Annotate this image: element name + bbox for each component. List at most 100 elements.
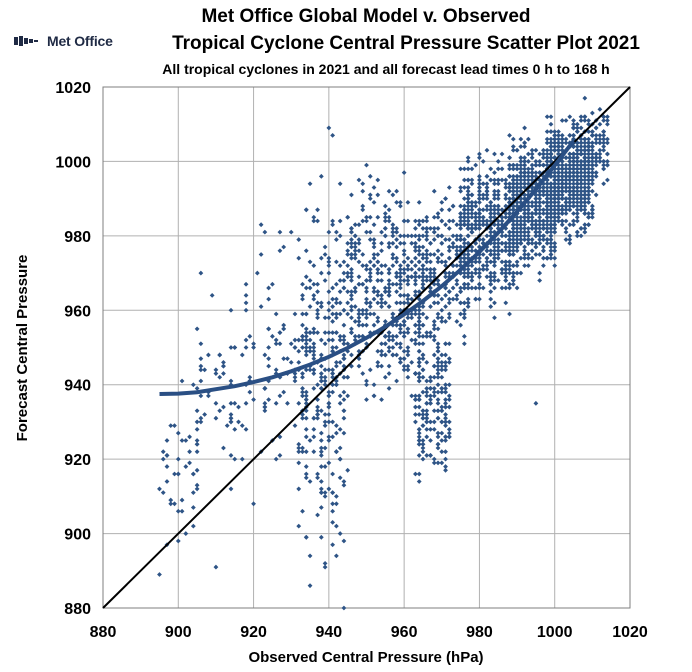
scatter-point	[386, 240, 392, 246]
scatter-point	[337, 445, 343, 451]
scatter-point	[514, 229, 520, 235]
scatter-point	[172, 471, 177, 477]
scatter-point	[461, 177, 467, 183]
scatter-point	[269, 281, 275, 287]
scatter-point	[420, 270, 426, 276]
scatter-point	[552, 255, 558, 261]
scatter-point	[228, 419, 234, 425]
scatter-point	[401, 218, 407, 224]
scatter-point	[345, 240, 351, 246]
scatter-point	[273, 367, 279, 373]
scatter-point	[559, 170, 565, 175]
scatter-point	[552, 207, 558, 213]
scatter-point	[522, 166, 527, 172]
scatter-point	[382, 226, 388, 231]
scatter-point	[571, 177, 576, 183]
scatter-point	[582, 199, 588, 205]
scatter-point	[503, 233, 509, 239]
scatter-point	[337, 400, 343, 406]
scatter-point	[510, 229, 516, 235]
scatter-point	[582, 226, 588, 231]
scatter-point	[443, 419, 448, 425]
scatter-point	[574, 177, 580, 183]
scatter-point	[322, 330, 328, 336]
scatter-point	[454, 278, 460, 283]
scatter-point	[507, 285, 512, 291]
scatter-point	[556, 170, 561, 175]
scatter-point	[458, 311, 464, 317]
scatter-point	[379, 270, 384, 276]
scatter-point	[465, 266, 471, 272]
scatter-point	[401, 330, 407, 336]
scatter-point	[401, 367, 407, 373]
scatter-point	[326, 229, 332, 235]
scatter-point	[473, 270, 479, 276]
scatter-point	[435, 211, 441, 216]
scatter-point	[439, 199, 445, 205]
scatter-point	[578, 125, 584, 131]
scatter-point	[522, 125, 527, 131]
scatter-point	[578, 188, 584, 194]
scatter-point	[484, 259, 490, 265]
scatter-point	[330, 434, 336, 440]
scatter-point	[311, 293, 317, 298]
scatter-point	[420, 415, 426, 421]
scatter-point	[360, 188, 366, 194]
scatter-point	[303, 333, 309, 339]
scatter-point	[428, 259, 433, 265]
scatter-point	[300, 393, 305, 399]
scatter-point	[277, 453, 283, 458]
scatter-point	[394, 229, 400, 235]
scatter-point	[397, 199, 403, 205]
scatter-point	[586, 211, 591, 216]
scatter-point	[296, 359, 302, 365]
scatter-point	[379, 352, 384, 358]
scatter-point	[537, 214, 543, 220]
scatter-point	[537, 192, 543, 198]
scatter-point	[446, 430, 452, 436]
scatter-point	[379, 293, 384, 298]
scatter-point	[296, 486, 302, 492]
scatter-point	[477, 218, 482, 224]
scatter-point	[533, 229, 539, 235]
scatter-point	[552, 218, 558, 224]
scatter-point	[556, 181, 561, 187]
scatter-point	[465, 252, 471, 257]
y-tick-label: 920	[64, 452, 91, 469]
scatter-point	[465, 270, 471, 276]
scatter-point	[507, 240, 512, 246]
scatter-point	[349, 274, 354, 280]
scatter-point	[510, 240, 516, 246]
scatter-point	[461, 307, 467, 313]
scatter-point	[582, 207, 588, 213]
scatter-point	[578, 147, 584, 153]
scatter-point	[330, 337, 336, 343]
scatter-point	[431, 214, 437, 220]
scatter-point	[529, 199, 535, 205]
scatter-point	[386, 304, 392, 309]
scatter-point	[548, 214, 554, 220]
scatter-point	[333, 501, 339, 507]
scatter-point	[364, 300, 369, 306]
scatter-point	[548, 188, 554, 194]
chart-title-line1: Met Office Global Model v. Observed	[201, 6, 531, 27]
scatter-point	[544, 222, 550, 228]
scatter-point	[416, 259, 422, 265]
scatter-point	[428, 285, 433, 291]
scatter-point	[601, 140, 607, 146]
scatter-point	[518, 214, 524, 220]
scatter-point	[446, 270, 452, 276]
scatter-point	[315, 311, 320, 317]
scatter-point	[492, 315, 497, 321]
scatter-point	[574, 173, 580, 179]
scatter-point	[571, 196, 576, 202]
scatter-point	[563, 185, 569, 190]
scatter-point	[586, 170, 591, 175]
scatter-point	[492, 207, 497, 213]
scatter-point	[582, 159, 588, 164]
scatter-point	[397, 341, 403, 347]
scatter-point	[405, 263, 411, 269]
scatter-point	[296, 441, 302, 447]
scatter-point	[435, 382, 441, 388]
scatter-point	[589, 170, 595, 175]
